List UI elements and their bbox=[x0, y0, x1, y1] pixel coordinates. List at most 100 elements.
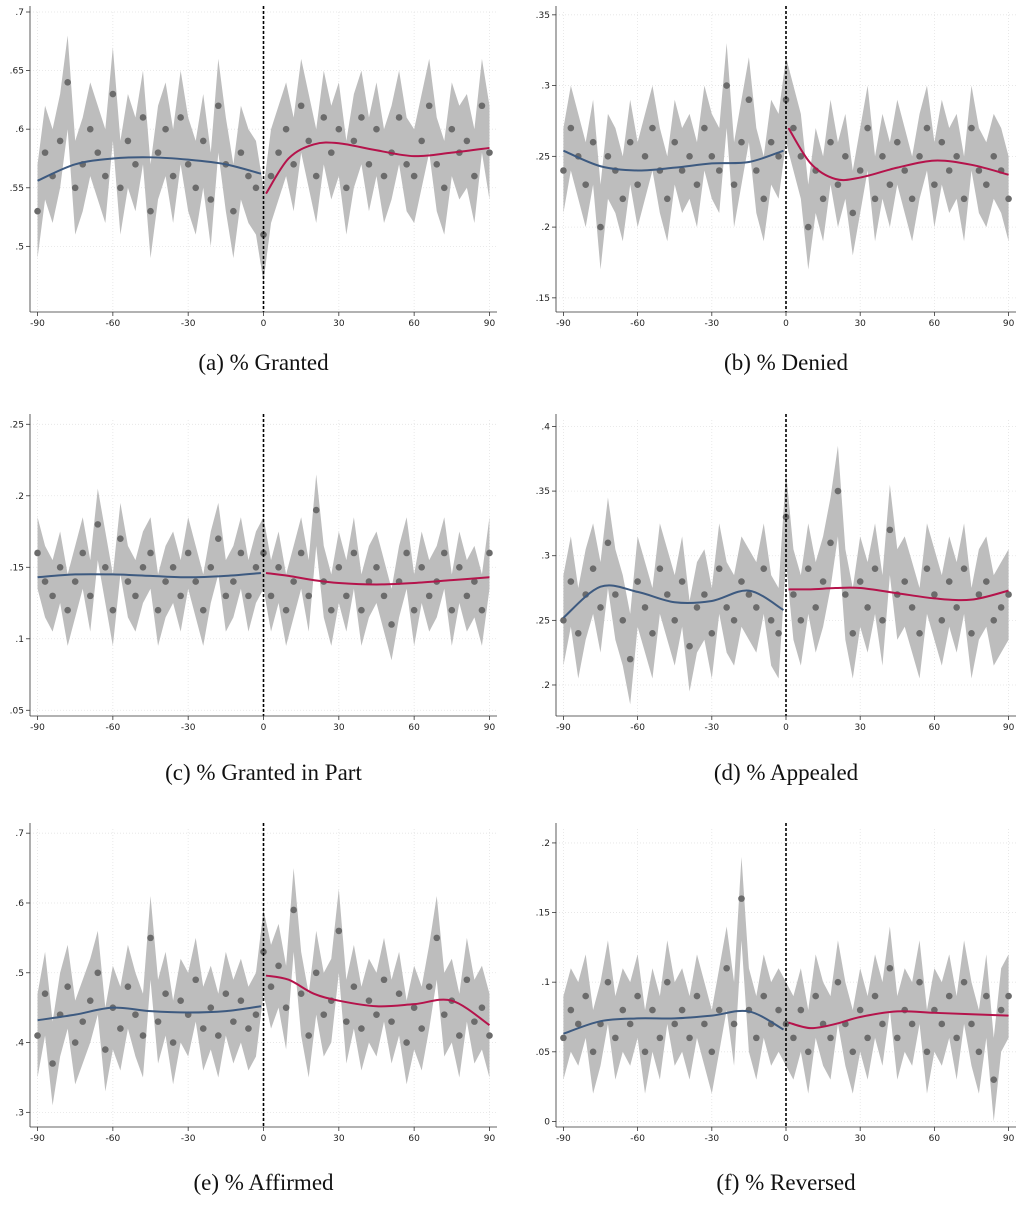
data-point bbox=[380, 592, 388, 600]
data-point bbox=[471, 1018, 478, 1025]
data-point bbox=[901, 167, 909, 174]
x-tick-label: 60 bbox=[929, 319, 941, 329]
data-point bbox=[64, 606, 71, 614]
data-point bbox=[34, 207, 41, 215]
data-point bbox=[486, 149, 493, 156]
data-point bbox=[916, 978, 923, 986]
fit-line bbox=[37, 572, 262, 579]
y-tick-label: .15 bbox=[536, 294, 550, 304]
data-point bbox=[626, 655, 634, 663]
data-point bbox=[448, 125, 456, 133]
panel: 0 .05 .1 .15 .2 -90 -60 -30 0 30 60 90 (f) % Reverse… bbox=[536, 823, 1016, 1195]
data-point bbox=[649, 629, 656, 637]
data-point bbox=[663, 591, 671, 598]
x-tick-label: -30 bbox=[181, 1134, 196, 1144]
data-point bbox=[162, 125, 169, 133]
data-point bbox=[871, 992, 879, 1000]
data-point bbox=[760, 992, 768, 1000]
data-point bbox=[71, 578, 79, 585]
data-point bbox=[358, 1025, 365, 1032]
data-point bbox=[184, 549, 192, 557]
fit-line bbox=[37, 156, 262, 182]
data-point bbox=[343, 592, 350, 600]
data-point bbox=[132, 1011, 139, 1018]
data-point bbox=[619, 1006, 627, 1014]
data-point bbox=[879, 153, 886, 160]
data-point bbox=[589, 138, 597, 146]
caption: (b) % Denied bbox=[724, 350, 848, 375]
y-tick-label: .7 bbox=[15, 8, 24, 18]
y-tick-label: .1 bbox=[541, 978, 550, 988]
y-tick-label: .15 bbox=[536, 909, 550, 919]
data-point bbox=[842, 153, 849, 160]
data-point bbox=[753, 1034, 760, 1042]
data-point bbox=[192, 578, 200, 585]
data-point bbox=[49, 1060, 56, 1067]
data-point bbox=[745, 96, 753, 104]
data-point bbox=[290, 578, 297, 585]
data-point bbox=[245, 592, 252, 600]
data-point bbox=[864, 124, 871, 132]
data-point bbox=[184, 161, 192, 168]
data-point bbox=[94, 521, 102, 528]
fit-line bbox=[563, 1009, 785, 1035]
data-point bbox=[365, 578, 373, 585]
data-point bbox=[693, 181, 701, 188]
data-point bbox=[169, 1039, 177, 1046]
data-point bbox=[782, 96, 790, 104]
data-point bbox=[41, 990, 49, 998]
y-tick-label: .35 bbox=[536, 11, 550, 21]
data-point bbox=[701, 591, 708, 598]
data-point bbox=[649, 1006, 656, 1014]
x-tick-label: 30 bbox=[333, 723, 345, 733]
data-point bbox=[380, 172, 388, 180]
data-point bbox=[908, 195, 916, 203]
data-point bbox=[671, 617, 679, 624]
data-point bbox=[827, 1034, 834, 1042]
data-point bbox=[678, 167, 686, 174]
data-point bbox=[864, 1034, 871, 1042]
x-tick-label: 60 bbox=[408, 1134, 420, 1144]
x-tick-label: 60 bbox=[929, 723, 941, 733]
data-point bbox=[139, 114, 147, 121]
data-point bbox=[612, 1034, 619, 1042]
data-point bbox=[960, 195, 968, 203]
x-tick-label: -60 bbox=[106, 1134, 121, 1144]
data-point bbox=[410, 172, 418, 180]
data-point bbox=[275, 149, 282, 156]
data-point bbox=[612, 591, 619, 598]
data-point bbox=[199, 606, 207, 614]
data-point bbox=[425, 102, 433, 110]
data-point bbox=[373, 125, 380, 133]
data-point bbox=[297, 990, 305, 998]
data-point bbox=[71, 184, 79, 192]
data-point bbox=[938, 138, 946, 146]
data-point bbox=[879, 617, 886, 624]
data-point bbox=[908, 1020, 916, 1028]
data-point bbox=[990, 153, 998, 160]
x-tick-label: -60 bbox=[630, 1134, 645, 1144]
data-point bbox=[879, 1020, 886, 1028]
data-point bbox=[139, 1032, 147, 1039]
data-point bbox=[117, 1025, 124, 1032]
y-tick-label: 0 bbox=[544, 1117, 550, 1127]
panel: .2 .25 .3 .35 .4 -90 -60 -30 0 30 60 90 (d) % Appeal… bbox=[536, 414, 1016, 785]
data-point bbox=[343, 184, 350, 192]
confidence-band bbox=[37, 868, 490, 1106]
data-point bbox=[953, 153, 960, 160]
data-point bbox=[169, 563, 177, 571]
data-point bbox=[154, 606, 162, 614]
data-point bbox=[71, 1039, 79, 1046]
data-point bbox=[418, 563, 425, 571]
data-point bbox=[56, 563, 64, 571]
data-point bbox=[574, 1020, 582, 1028]
y-tick-label: .7 bbox=[15, 829, 24, 839]
data-point bbox=[856, 167, 864, 174]
data-point bbox=[975, 591, 983, 598]
data-point bbox=[471, 172, 478, 180]
data-point bbox=[708, 153, 716, 160]
caption: (a) % Granted bbox=[198, 350, 329, 375]
data-point bbox=[849, 629, 857, 637]
y-tick-label: .6 bbox=[15, 899, 24, 909]
